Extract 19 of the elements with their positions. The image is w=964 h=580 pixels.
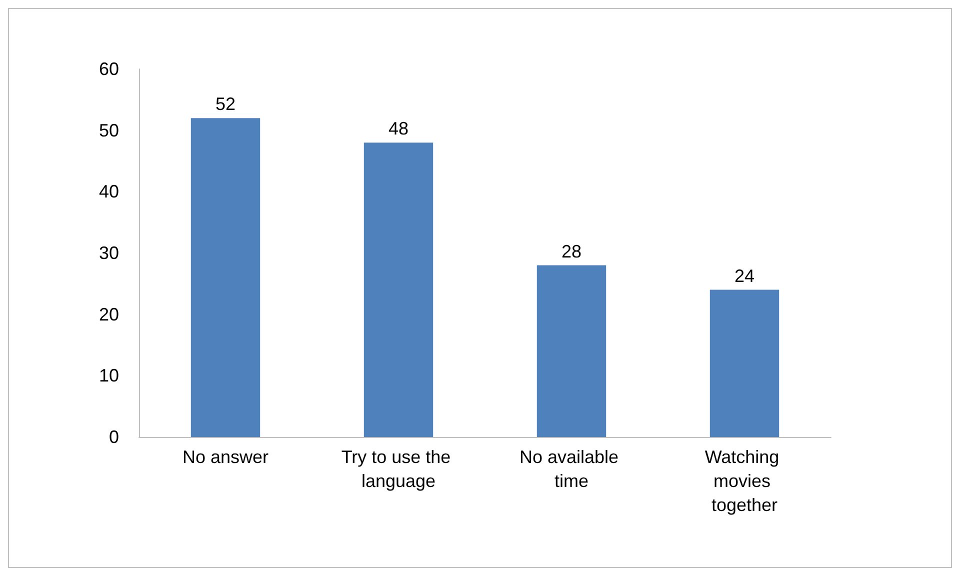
- y-tick-label: 20: [98, 304, 119, 324]
- data-label: 52: [215, 94, 236, 114]
- x-tick-label: No answer: [182, 447, 269, 467]
- data-label: 24: [734, 266, 755, 286]
- bar: [536, 265, 606, 437]
- data-label: 48: [388, 118, 409, 139]
- bar: [190, 118, 260, 437]
- y-tick-label: 10: [98, 366, 119, 386]
- bar: [364, 142, 434, 437]
- y-tick-label: 30: [98, 243, 119, 263]
- x-tick-label: No available time: [519, 447, 624, 491]
- bar: [710, 290, 780, 437]
- x-tick-label: Try to use the language: [341, 447, 456, 491]
- y-tick-label: 40: [98, 182, 119, 202]
- data-label: 28: [561, 241, 582, 262]
- x-tick-label: Watching movies together: [704, 447, 784, 515]
- y-tick-label: 50: [98, 120, 119, 140]
- y-tick-label: 60: [98, 59, 119, 79]
- y-tick-label: 0: [108, 427, 119, 447]
